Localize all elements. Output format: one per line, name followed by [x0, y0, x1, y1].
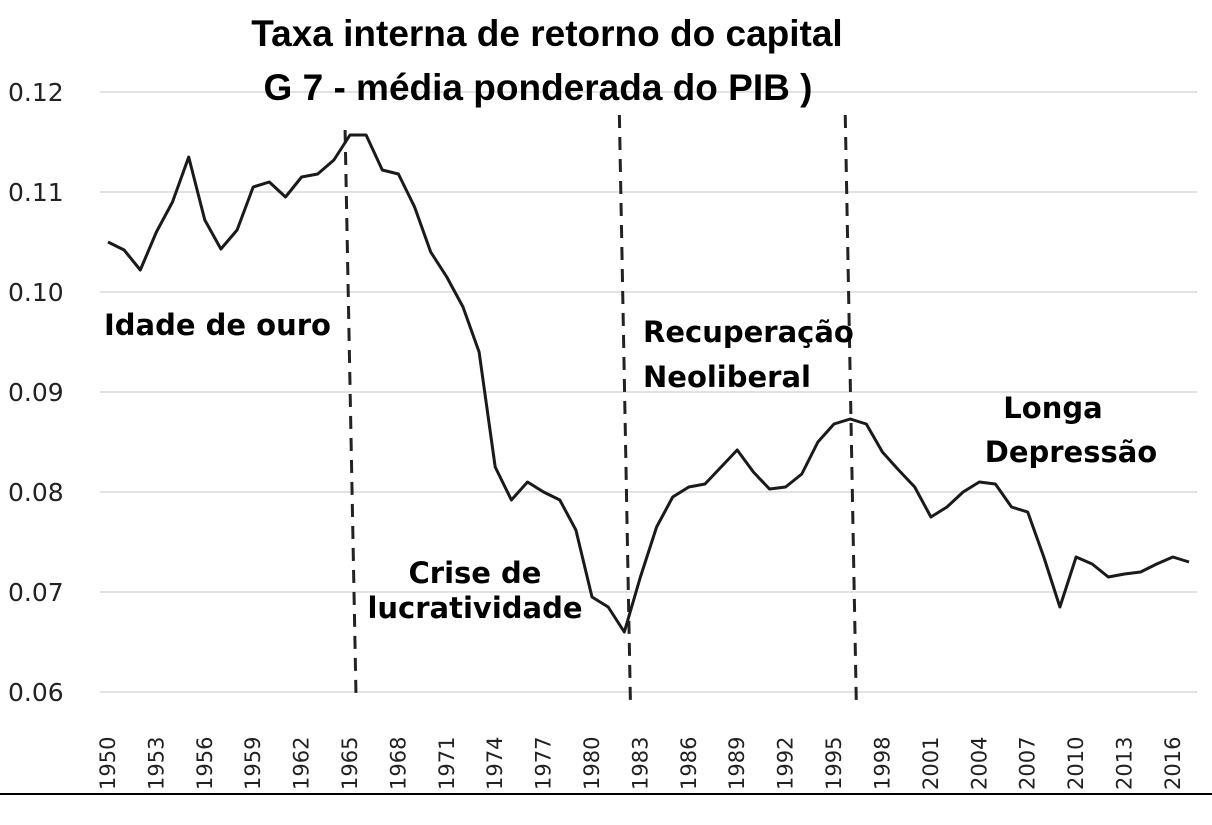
- x-tick-label: 2016: [1161, 737, 1185, 790]
- annotation-line: Recuperação: [643, 315, 854, 349]
- y-tick-label: 0.07: [8, 578, 64, 607]
- x-tick-label: 1950: [96, 737, 120, 790]
- x-tick-label: 1962: [290, 737, 314, 790]
- y-tick-label: 0.11: [8, 178, 64, 207]
- x-tick-label: 1980: [580, 737, 604, 790]
- annotation-longa-depressao: Longa Depressão: [985, 391, 1158, 469]
- x-tick-label: 1998: [870, 737, 894, 790]
- period-divider-lines: [343, 114, 858, 701]
- x-tick-label: 1977: [532, 737, 556, 790]
- y-tick-label: 0.09: [8, 378, 64, 407]
- chart-subtitle: G 7 - média ponderada do PIB ): [264, 67, 813, 108]
- annotation-line: Longa: [1003, 391, 1102, 425]
- annotation-idade-de-ouro: Idade de ouro: [104, 308, 331, 342]
- chart-title: Taxa interna de retorno do capital: [251, 13, 842, 54]
- x-tick-labels: 1950 1953 1956 1959 1962 1965 1968 1971 1974 1977…: [96, 737, 1185, 790]
- x-tick-label: 2004: [967, 737, 991, 790]
- annotation-line: Idade de ouro: [104, 308, 331, 342]
- y-tick-label: 0.08: [8, 478, 64, 507]
- annotation-crise: Crise de lucratividade: [367, 556, 582, 625]
- period-divider-line: [843, 114, 858, 701]
- series-layer: [107, 133, 1190, 634]
- x-tick-label: 1953: [144, 737, 168, 790]
- y-tick-label: 0.06: [8, 678, 64, 707]
- grid-layer: [100, 91, 1197, 693]
- x-tick-label: 1992: [774, 737, 798, 790]
- x-tick-label: 2007: [1016, 737, 1040, 790]
- x-tick-label: 1995: [822, 737, 846, 790]
- x-tick-label: 1983: [628, 737, 652, 790]
- y-tick-label: 0.10: [8, 278, 64, 307]
- annotation-line: lucratividade: [367, 591, 582, 625]
- period-divider-line: [343, 129, 358, 701]
- annotation-line: Neoliberal: [643, 360, 811, 394]
- x-tick-label: 1965: [338, 737, 362, 790]
- x-tick-label: 1971: [435, 737, 459, 790]
- x-tick-label: 1956: [193, 737, 217, 790]
- y-tick-label: 0.12: [8, 78, 64, 107]
- annotation-recuperacao: Recuperação Neoliberal: [643, 315, 854, 394]
- period-divider-line: [617, 114, 632, 701]
- annotation-line: Depressão: [985, 435, 1158, 469]
- series-line: [107, 133, 1190, 634]
- x-tick-label: 1974: [483, 737, 507, 790]
- x-tick-label: 1986: [677, 737, 701, 790]
- x-tick-label: 2010: [1064, 737, 1088, 790]
- x-tick-label: 1989: [725, 737, 749, 790]
- x-tick-label: 2001: [919, 737, 943, 790]
- x-tick-label: 2013: [1112, 737, 1136, 790]
- y-tick-labels: 0.06 0.07 0.08 0.09 0.10 0.11 0.12: [8, 78, 64, 707]
- x-tick-label: 1968: [386, 737, 410, 790]
- annotation-line: Crise de: [409, 556, 542, 590]
- x-tick-label: 1959: [241, 737, 265, 790]
